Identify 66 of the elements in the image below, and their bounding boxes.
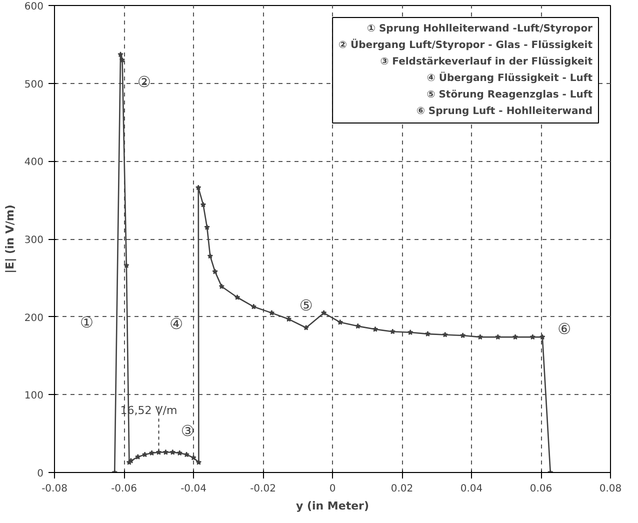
y-tick-label: 600 bbox=[24, 2, 44, 12]
x-tick-label: -0.06 bbox=[111, 484, 137, 494]
annotation: ③ bbox=[180, 422, 194, 440]
annotation: ② Übergang Luft/Styropor - Glas - Flüssigkeit bbox=[338, 38, 593, 51]
point bbox=[234, 294, 240, 300]
point bbox=[424, 330, 431, 336]
point bbox=[250, 304, 256, 310]
point bbox=[142, 452, 148, 458]
y-tick-label: 0 bbox=[37, 468, 44, 480]
annotation: ⑥ bbox=[558, 320, 572, 338]
point bbox=[268, 310, 275, 316]
annotation: ④ bbox=[170, 314, 184, 333]
point bbox=[512, 334, 518, 340]
point bbox=[337, 319, 344, 325]
annotation: ② bbox=[138, 72, 151, 91]
x-tick-label: -0.02 bbox=[250, 484, 276, 494]
point bbox=[196, 459, 202, 465]
x-tick-label: 0 bbox=[329, 484, 336, 494]
annotation: ③ Feldstärkeverlauf in der Flüssigkeit bbox=[380, 56, 593, 68]
point bbox=[530, 334, 536, 340]
point bbox=[495, 334, 501, 340]
point bbox=[303, 324, 309, 330]
x-tick-label: -0.04 bbox=[180, 484, 206, 494]
x-tick-label: 0.04 bbox=[460, 484, 483, 494]
point bbox=[320, 310, 327, 316]
point bbox=[204, 224, 210, 230]
annotation: ① Sprung Hohlleiterwand -Luft/Styropor bbox=[367, 24, 593, 34]
point bbox=[170, 449, 176, 455]
point bbox=[195, 184, 202, 190]
point bbox=[442, 332, 448, 338]
point bbox=[207, 253, 214, 259]
x-tick-label: -0.08 bbox=[42, 484, 68, 494]
point bbox=[407, 329, 414, 335]
point bbox=[184, 452, 190, 458]
point bbox=[124, 262, 130, 268]
point bbox=[286, 316, 292, 322]
y-tick-label: 400 bbox=[24, 157, 44, 168]
annotation: ① bbox=[80, 313, 94, 332]
point bbox=[460, 332, 466, 338]
point bbox=[118, 52, 124, 58]
point bbox=[135, 454, 141, 460]
point bbox=[190, 454, 196, 460]
annotation: ⑤ bbox=[299, 296, 313, 315]
annotation: ⑥ Sprung Luft - Hohlleiterwand bbox=[416, 106, 593, 117]
x-tick-label: 0.08 bbox=[599, 484, 622, 494]
y-tick-label: 200 bbox=[24, 312, 44, 324]
point bbox=[119, 56, 126, 63]
point bbox=[200, 202, 206, 208]
x-tick-label: 0.06 bbox=[530, 484, 552, 494]
annotation: ⑤ Störung Reagenzglas - Luft bbox=[426, 90, 593, 100]
point bbox=[176, 450, 182, 456]
point bbox=[390, 328, 396, 334]
point bbox=[540, 334, 546, 340]
point bbox=[218, 283, 225, 289]
y-tick-label: 300 bbox=[24, 235, 44, 246]
x-tick-label: 0.02 bbox=[390, 484, 414, 494]
annotation: ④ Übergang Flüssigkeit - Luft bbox=[426, 71, 593, 84]
point bbox=[212, 268, 218, 274]
y-tick-label: 500 bbox=[24, 79, 44, 90]
y-axis-title: |E| (in V/m) bbox=[3, 204, 16, 274]
point bbox=[162, 449, 169, 455]
x-axis-title: y (in Meter) bbox=[296, 500, 370, 512]
point bbox=[477, 334, 484, 340]
point bbox=[148, 450, 155, 456]
point bbox=[372, 326, 378, 332]
y-tick-label: 100 bbox=[24, 390, 44, 402]
